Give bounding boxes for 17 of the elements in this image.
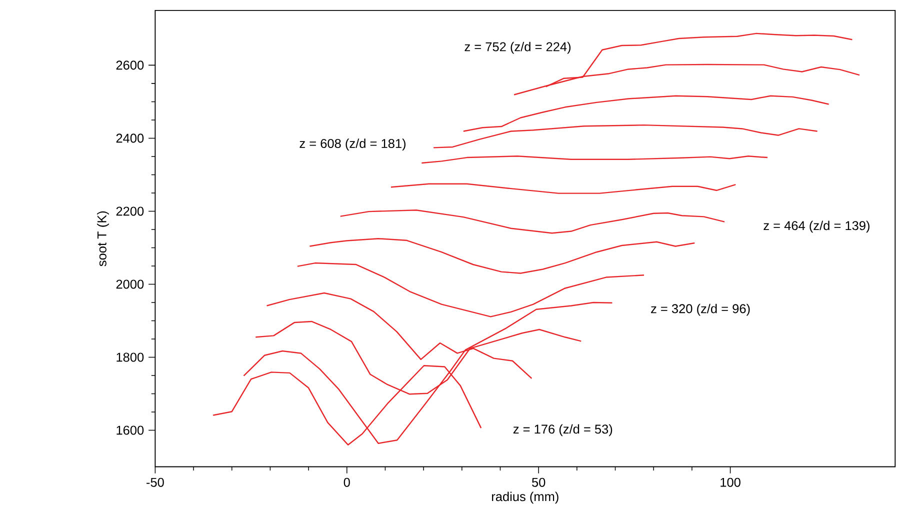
annotation: z = 464 (z/d = 139)	[764, 220, 870, 233]
annotation: z = 752 (z/d = 224)	[464, 42, 571, 54]
annotation: z = 320 (z/d = 96)	[651, 304, 750, 316]
y-tick-label: 1800	[116, 352, 144, 362]
x-tick-label: 50	[532, 478, 546, 487]
y-tick-label: 2000	[116, 280, 144, 289]
annotation: z = 176 (z/d = 53)	[513, 424, 612, 436]
x-axis-title: radius (mm)	[492, 492, 558, 504]
y-tick-label: 2600	[116, 60, 144, 70]
annotation: z = 608 (z/d = 181)	[300, 138, 406, 150]
y-tick-label: 2400	[116, 134, 144, 143]
y-axis-title: soot T (K)	[97, 211, 109, 266]
x-tick-label: 100	[720, 478, 740, 487]
y-tick-label: 1600	[116, 426, 144, 435]
x-tick-label: -50	[146, 478, 164, 487]
x-tick-label: 0	[344, 478, 350, 487]
y-tick-label: 2200	[116, 206, 144, 216]
